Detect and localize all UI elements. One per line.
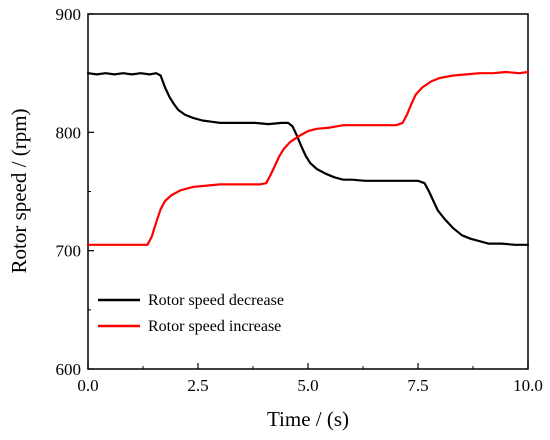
x-axis: 0.0 2.5 5.0 7.5 10.0	[77, 363, 543, 395]
y-axis: 600 700 800 900	[56, 5, 94, 379]
legend: Rotor speed decrease Rotor speed increas…	[98, 292, 284, 335]
x-tick-label: 10.0	[513, 376, 543, 395]
plot-frame	[87, 13, 529, 370]
series-line-increase	[86, 70, 530, 246]
x-axis-label: Time / (s)	[267, 407, 349, 431]
y-tick-label: 600	[56, 360, 82, 379]
x-tick-label: 5.0	[297, 376, 318, 395]
x-tick-label: 7.5	[407, 376, 428, 395]
y-axis-label: Rotor speed / (rpm)	[7, 108, 31, 273]
x-tick-label: 2.5	[187, 376, 208, 395]
legend-label-decrease: Rotor speed decrease	[148, 292, 284, 309]
series-layer	[86, 70, 530, 246]
series-line-decrease	[86, 72, 530, 246]
x-tick-label: 0.0	[77, 376, 98, 395]
legend-label-increase: Rotor speed increase	[148, 318, 281, 335]
y-tick-label: 900	[56, 5, 82, 24]
plot-area	[87, 13, 529, 370]
y-tick-label: 800	[56, 123, 82, 142]
y-tick-label: 700	[56, 242, 82, 261]
